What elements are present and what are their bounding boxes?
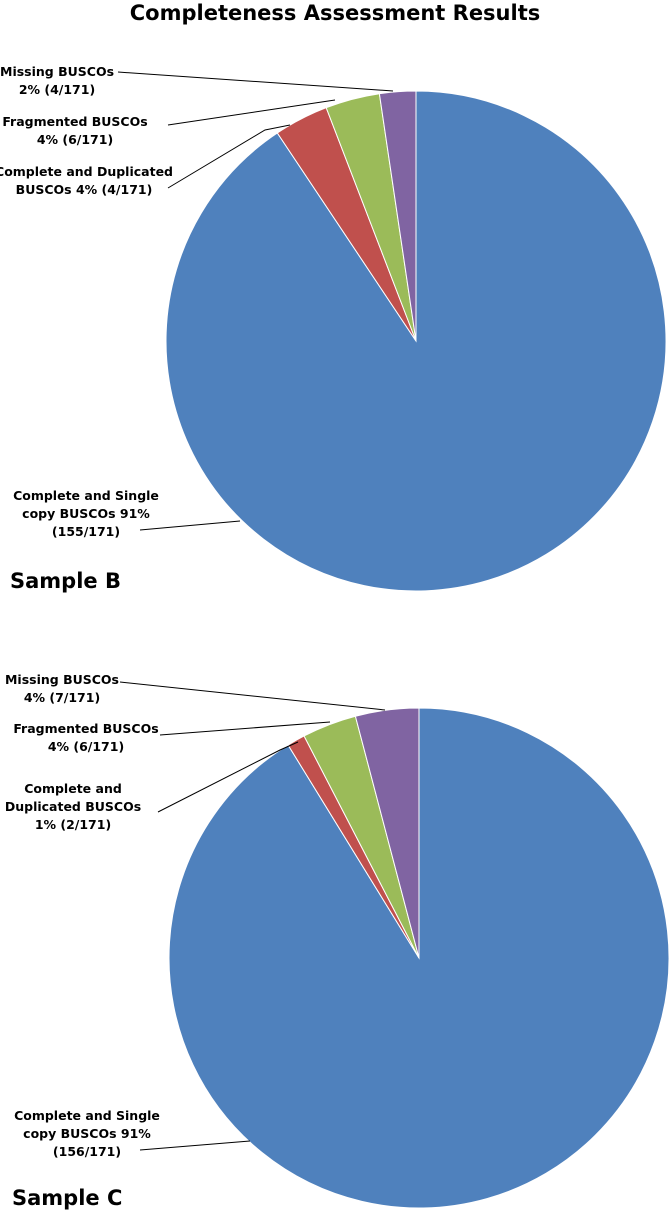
slice-label-line: Fragmented BUSCOs [2,114,147,129]
slice-label-line: BUSCOs 4% (4/171) [16,182,153,197]
leader-line-b-2 [167,99,336,126]
slice-label-line: Complete and [24,781,122,796]
slice-label-b-3: Missing BUSCOs 2% (4/171) [0,64,114,97]
slice-label-c-2: Fragmented BUSCOs 4% (6/171) [13,721,158,754]
leader-line-b-1 [167,124,291,189]
slice-label-line: Complete and Single [14,1108,160,1123]
slice-label-line: Fragmented BUSCOs [13,721,158,736]
leader-line-c-3 [119,681,386,711]
slice-label-b-0: Complete and Single copy BUSCOs 91% (155/1… [13,488,159,539]
slice-label-line: (156/171) [53,1144,121,1159]
slice-label-line: Missing BUSCOs [5,672,119,687]
leader-line-c-0 [139,1140,251,1151]
slice-label-line: Duplicated BUSCOs [5,799,141,814]
leader-line-b-3 [117,71,394,92]
slice-label-line: (155/171) [52,524,120,539]
leader-line-c-2 [159,721,331,736]
figure-title: Completeness Assessment Results [130,1,541,25]
slice-label-c-3: Missing BUSCOs 4% (7/171) [5,672,119,705]
slice-label-line: Complete and Single [13,488,159,503]
leader-line-b-0 [139,520,241,531]
slice-label-c-1: Complete and Duplicated BUSCOs 1% (2/171) [5,781,141,832]
slice-label-line: copy BUSCOs 91% [23,1126,151,1141]
slice-label-line: Missing BUSCOs [0,64,114,79]
slice-label-line: 4% (7/171) [24,690,100,705]
pie-chart-sample-b: Complete and Single copy BUSCOs 91% (155/1… [0,64,667,592]
slice-label-line: copy BUSCOs 91% [22,506,150,521]
slice-label-b-2: Fragmented BUSCOs 4% (6/171) [2,114,147,147]
slice-label-line: 4% (6/171) [48,739,124,754]
slice-label-c-0: Complete and Single copy BUSCOs 91% (156/1… [14,1108,160,1159]
pie-slice-c-3 [354,707,420,959]
panel-label-sample-b: Sample B [10,569,121,593]
slice-label-line: Complete and Duplicated [0,164,173,179]
panel-label-sample-c: Sample C [12,1186,122,1210]
slice-label-b-1: Complete and Duplicated BUSCOs 4% (4/171) [0,164,173,197]
pie-slice-b-3 [378,90,417,342]
slice-label-line: 4% (6/171) [37,132,113,147]
leader-line-c-1 [157,741,299,813]
slice-label-line: 1% (2/171) [35,817,111,832]
slice-label-line: 2% (4/171) [19,82,95,97]
pie-chart-sample-c: Complete and Single copy BUSCOs 91% (156/1… [5,672,670,1209]
